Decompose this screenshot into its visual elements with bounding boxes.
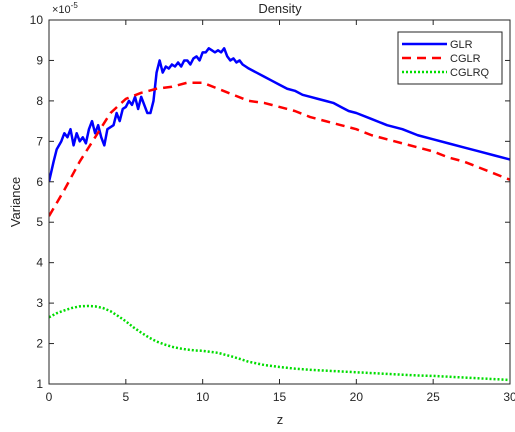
y-tick-label: 6 [36,175,43,189]
x-tick-label: 20 [350,390,364,404]
y-tick-label: 3 [36,296,43,310]
chart-title: Density [258,1,302,16]
y-tick-label: 1 [36,377,43,391]
y-tick-label: 4 [36,256,43,270]
series-line-cglrq [49,304,510,382]
y-exponent-label: ×10-5 [52,1,78,16]
x-tick-label: 15 [273,390,287,404]
legend-label-cglrq: CGLRQ [450,67,490,79]
legend-label-cglr: CGLR [450,53,481,65]
x-tick-label: 25 [426,390,440,404]
series-layer [49,47,510,382]
x-axis-label: z [277,412,284,427]
y-exponent-power: -5 [71,1,79,10]
legend-label-glr: GLR [450,39,473,51]
y-axis-label: Variance [8,177,23,227]
x-tick-label: 0 [46,390,53,404]
x-tick-label: 30 [503,390,515,404]
series-line-glr [49,47,510,183]
x-tick-label: 5 [122,390,129,404]
y-tick-label: 2 [36,337,43,351]
y-tick-label: 8 [36,94,43,108]
y-tick-label: 7 [36,134,43,148]
legend: GLR CGLR CGLRQ [397,31,503,85]
y-tick-label: 9 [36,53,43,67]
y-tick-label: 5 [36,215,43,229]
x-tick-label: 10 [196,390,210,404]
series-line-cglr [49,81,510,217]
y-exponent-base: ×10 [52,4,71,16]
y-tick-label: 10 [30,13,44,27]
ticks-layer: 0 5 10 15 20 25 30 1 2 3 4 5 6 7 8 9 10 [30,13,515,404]
legend-box [397,31,503,85]
